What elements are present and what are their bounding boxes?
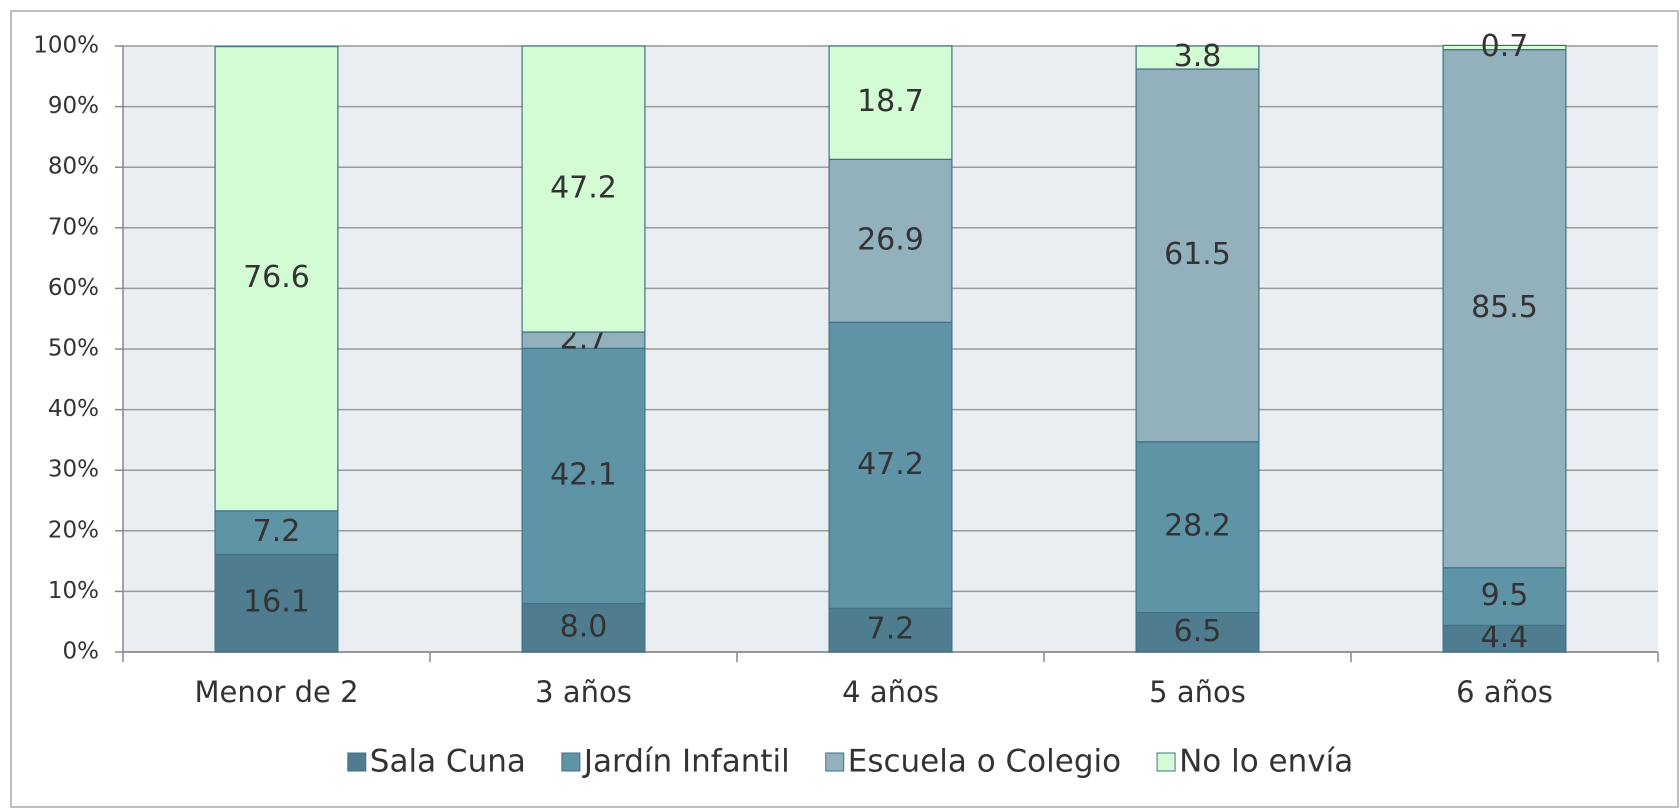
y-tick-label: 100% [33, 33, 99, 59]
bar-segment [1442, 49, 1567, 569]
bar-segment [1442, 624, 1567, 653]
bar-segment [1135, 45, 1260, 70]
data-label: 47.2 [857, 447, 924, 482]
legend-swatch [347, 752, 367, 772]
bar-segment [1442, 44, 1567, 51]
y-tick-label: 30% [48, 457, 99, 483]
bar-segment [828, 607, 953, 653]
bar-segment [521, 45, 646, 333]
data-label: 3.8 [1174, 39, 1222, 74]
legend-label: Escuela o Colegio [848, 744, 1121, 780]
data-label: 26.9 [857, 222, 924, 257]
x-tick-label: Menor de 2 [194, 675, 358, 709]
data-label: 4.4 [1481, 620, 1529, 655]
legend-swatch [1156, 752, 1176, 772]
legend-label: No lo envía [1179, 744, 1353, 780]
data-label: 8.0 [560, 609, 608, 644]
bar-segment [828, 321, 953, 609]
data-label: 16.1 [243, 585, 310, 620]
y-tick-label: 90% [48, 93, 99, 119]
x-tick-label: 4 años [842, 675, 939, 709]
legend-swatch [825, 752, 845, 772]
bar-segment [828, 45, 953, 160]
data-label: 76.6 [243, 260, 310, 295]
data-label: 7.2 [867, 612, 915, 647]
data-label: 28.2 [1164, 509, 1231, 544]
bar-segment [1135, 612, 1260, 653]
bar-segment [828, 158, 953, 323]
legend-label: Sala Cuna [370, 744, 526, 780]
y-tick-label: 50% [48, 336, 99, 362]
x-tick-label: 3 años [535, 675, 632, 709]
data-label: 0.7 [1481, 29, 1529, 64]
bar-segment [521, 347, 646, 605]
x-tick-label: 5 años [1149, 675, 1246, 709]
data-label: 9.5 [1481, 578, 1529, 613]
x-tick-label: 6 años [1456, 675, 1553, 709]
y-tick-label: 60% [48, 275, 99, 301]
y-tick-label: 40% [48, 396, 99, 422]
y-tick-label: 10% [48, 578, 99, 604]
data-label: 61.5 [1164, 237, 1231, 272]
y-tick-label: 20% [48, 517, 99, 543]
bar-segment [521, 602, 646, 653]
bar-segment [1442, 567, 1567, 626]
data-label: 47.2 [550, 171, 617, 206]
legend-label: Jardín Infantil [582, 744, 790, 780]
data-label: 42.1 [550, 457, 617, 492]
bar-segment [1135, 68, 1260, 443]
data-label: 7.2 [253, 514, 301, 549]
bar-segment [214, 553, 339, 653]
data-label: 6.5 [1174, 614, 1222, 649]
bar-segment [214, 46, 339, 512]
y-tick-label: 0% [63, 639, 100, 665]
y-tick-label: 70% [48, 214, 99, 240]
y-tick-label: 80% [48, 154, 99, 180]
data-label: 85.5 [1471, 290, 1538, 325]
legend-swatch [561, 752, 581, 772]
data-label: 18.7 [857, 84, 924, 119]
bar-segment [214, 510, 339, 556]
